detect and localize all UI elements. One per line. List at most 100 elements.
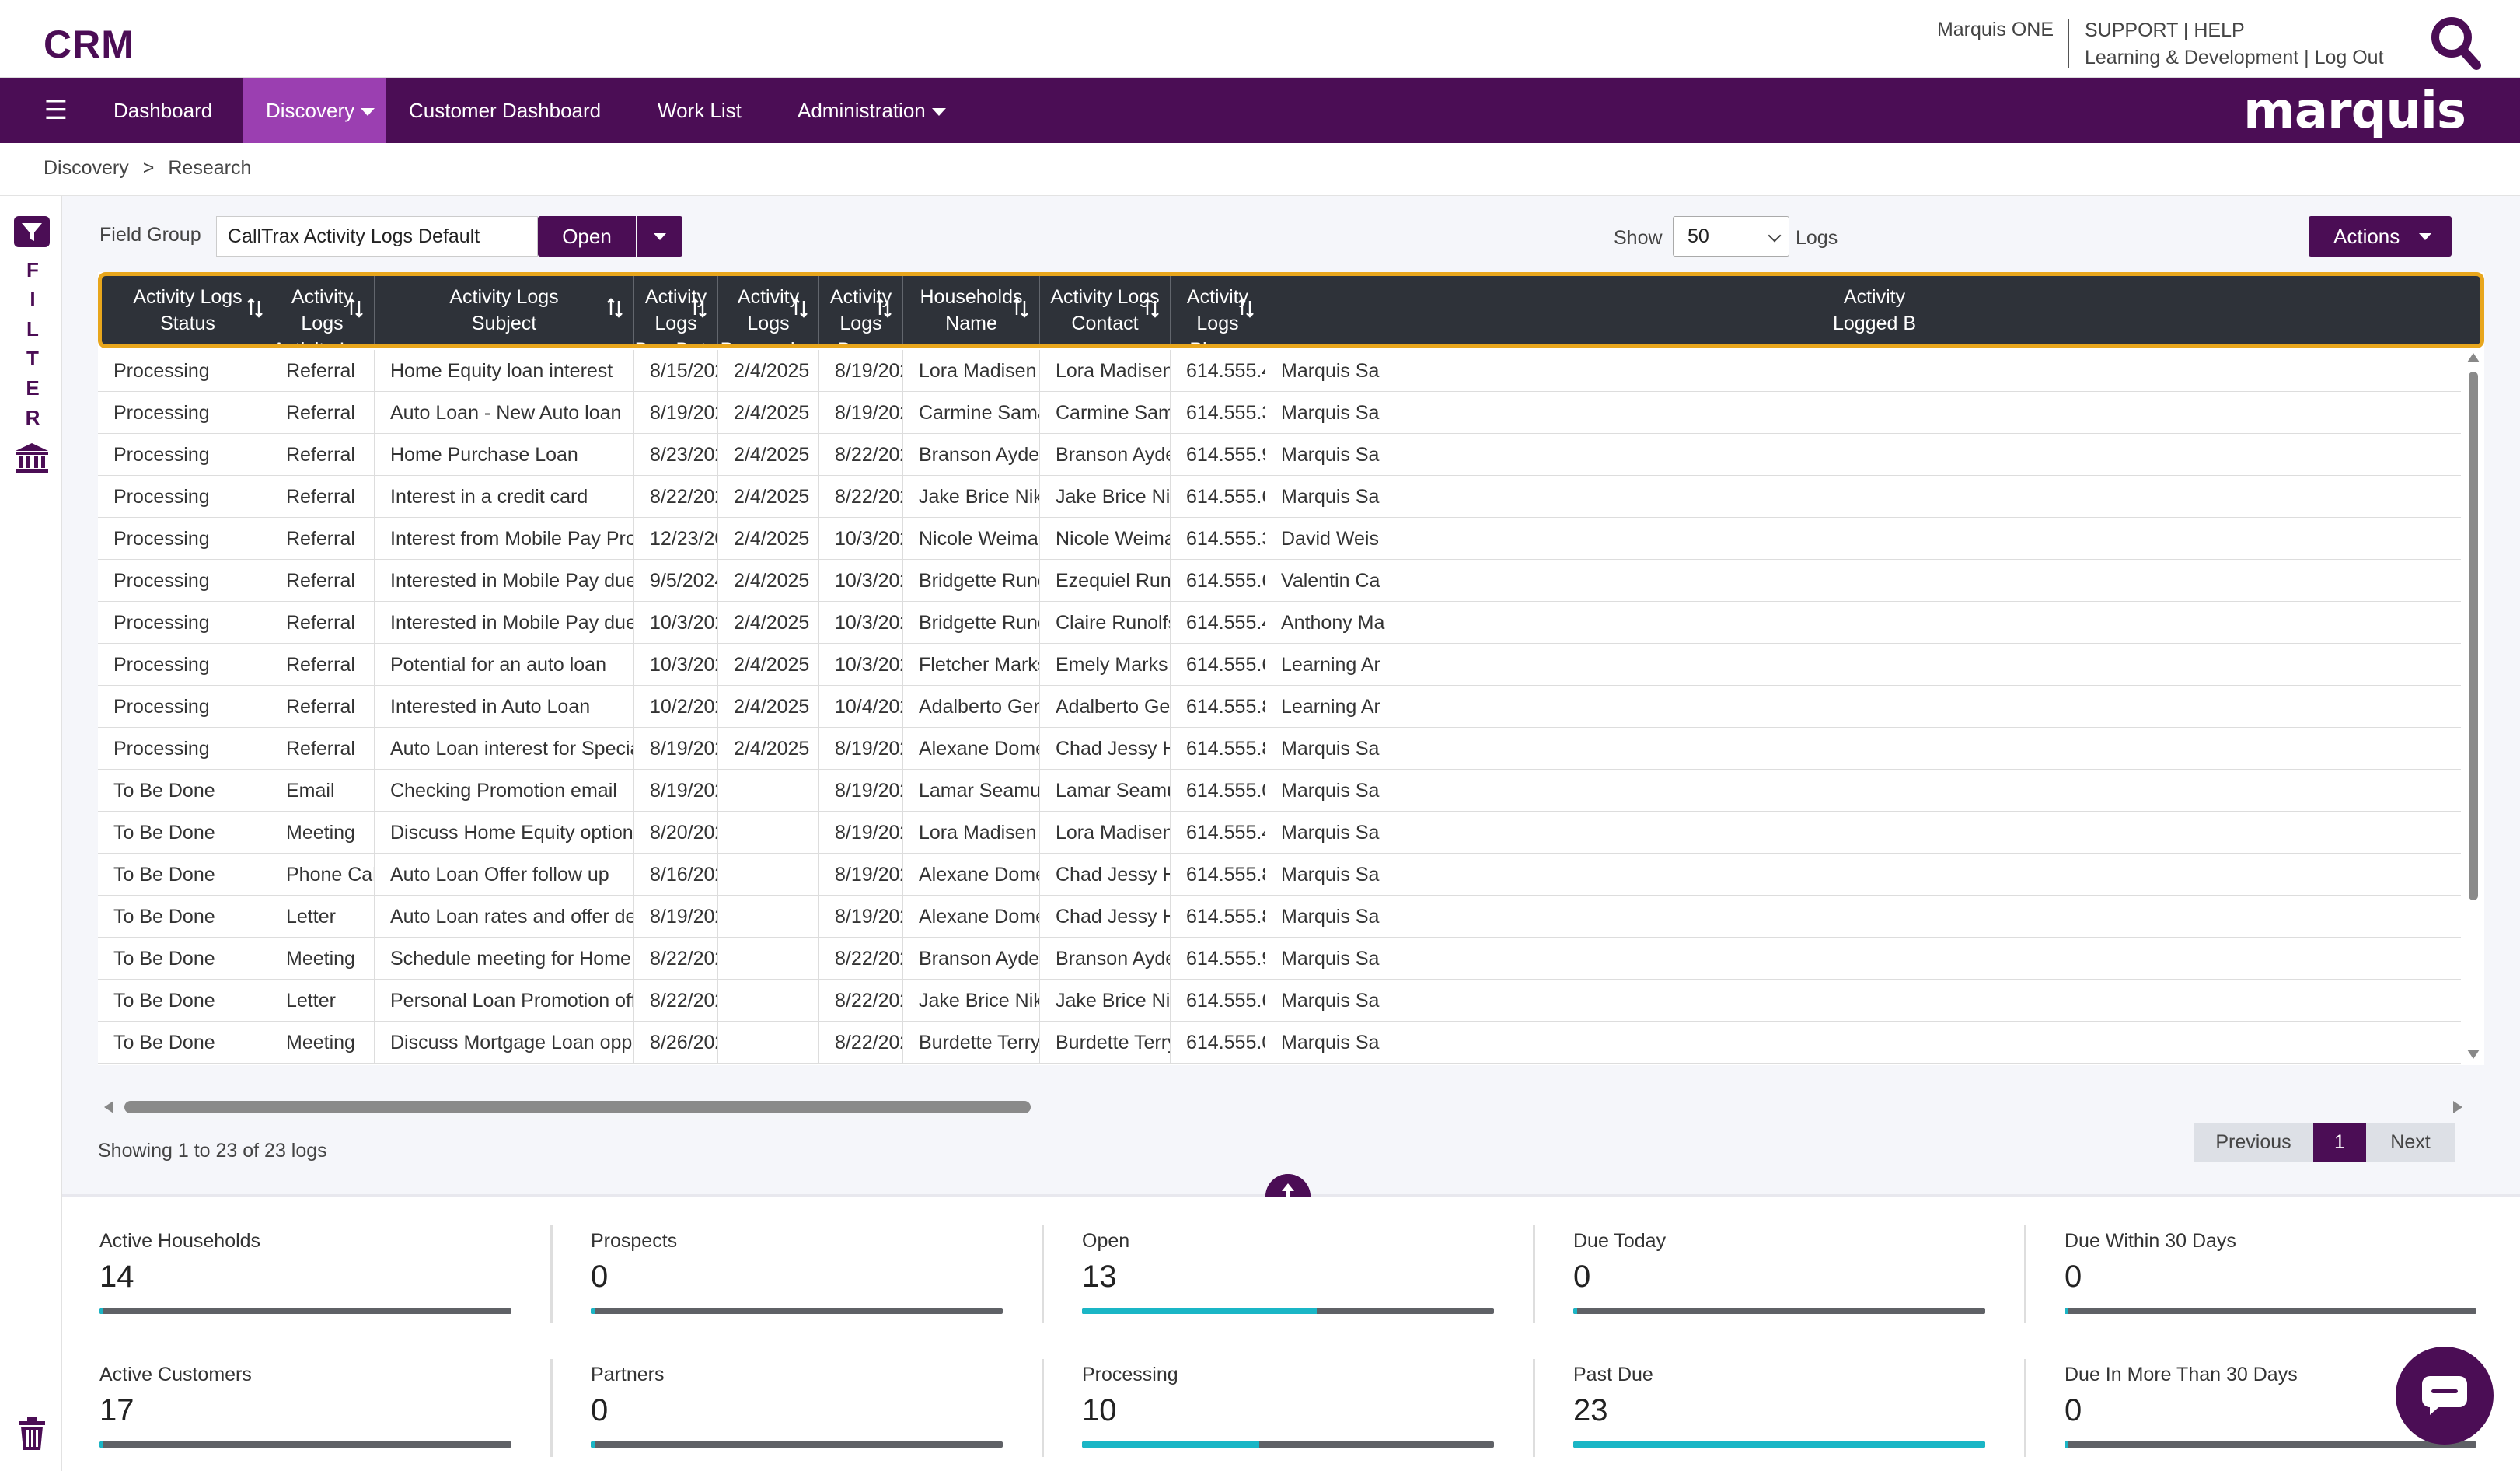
table-row[interactable]: To Be Done Letter Personal Loan Promotion … (98, 980, 2484, 1022)
stat-due-within-30-days[interactable]: Due Within 30 Days 0 (2065, 1202, 2476, 1326)
actions-button[interactable]: Actions (2309, 216, 2452, 257)
stat-past-due[interactable]: Past Due 23 (1573, 1336, 1985, 1460)
table-row[interactable]: Processing Referral Interested in Mobile P… (98, 560, 2484, 602)
cell-subject: Discuss Home Equity options (375, 812, 634, 854)
stat-progress-fill (1082, 1308, 1318, 1314)
stat-active-households[interactable]: Active Households 14 (99, 1202, 511, 1326)
column-header-due-date[interactable]: Activity Logs Due Date (634, 276, 718, 344)
open-dropdown-button[interactable] (637, 216, 682, 257)
page-1-button[interactable]: 1 (2313, 1123, 2366, 1162)
sort-icon[interactable] (1238, 298, 1254, 318)
stat-due-today[interactable]: Due Today 0 (1573, 1202, 1985, 1326)
breadcrumb-discovery[interactable]: Discovery (44, 157, 129, 179)
menu-icon[interactable]: ☰ (44, 96, 68, 125)
cell-due-date: 8/23/2024 (634, 434, 718, 476)
cell-logged-by: Marquis Sa (1265, 434, 2484, 476)
column-header-label: Activity Logs (644, 286, 707, 334)
vertical-scrollbar[interactable] (2461, 350, 2484, 1065)
page-size-select[interactable]: 50 (1673, 216, 1789, 257)
next-button[interactable]: Next (2366, 1123, 2455, 1162)
column-header-logged-by[interactable]: Activity Logged B (1265, 276, 2480, 344)
app-logo[interactable]: CRM (44, 23, 134, 66)
scroll-up-icon[interactable] (2467, 353, 2480, 362)
sort-icon[interactable] (247, 298, 263, 318)
stat-partners[interactable]: Partners 0 (591, 1336, 1003, 1460)
column-header-subject[interactable]: Activity Logs Subject (375, 276, 634, 344)
stat-prospects[interactable]: Prospects 0 (591, 1202, 1003, 1326)
nav-work-list[interactable]: Work List (634, 78, 765, 143)
column-header-household-name[interactable]: Households Name (903, 276, 1040, 344)
stat-open[interactable]: Open 13 (1082, 1202, 1494, 1326)
column-header-status[interactable]: Activity Logs Status (102, 276, 274, 344)
nav-customer-dashboard[interactable]: Customer Dashboard (386, 78, 624, 143)
previous-button[interactable]: Previous (2194, 1123, 2313, 1162)
column-header-activity-log-type[interactable]: Activity Logs Activity Log Type (270, 276, 375, 344)
search-icon[interactable] (2428, 16, 2483, 72)
table-row[interactable]: Processing Referral Interested in Auto Loa… (98, 686, 2484, 728)
table-row[interactable]: To Be Done Meeting Discuss Home Equity opt… (98, 812, 2484, 854)
cell-household-name: Adalberto Gerhold (903, 686, 1040, 728)
scroll-right-icon[interactable] (2453, 1101, 2462, 1113)
column-header-label: Activity Logs (1050, 286, 1160, 308)
table-row[interactable]: Processing Referral Potential for an auto … (98, 644, 2484, 686)
cell-done-date: 8/19/2024 (819, 392, 903, 434)
stat-active-customers[interactable]: Active Customers 17 (99, 1336, 511, 1460)
table-row[interactable]: To Be Done Email Checking Promotion email 8… (98, 770, 2484, 812)
chat-icon[interactable] (2396, 1347, 2494, 1445)
cell-subject: Potential for an auto loan (375, 644, 634, 686)
bank-icon[interactable] (14, 442, 50, 474)
table-row[interactable]: Processing Referral Interest in a credit c… (98, 476, 2484, 518)
summary-stats: Active Households 14 Prospects 0 Open 13 Due T… (62, 1197, 2520, 1471)
table-row[interactable]: Processing Referral Interest from Mobile P… (98, 518, 2484, 560)
table-row[interactable]: Processing Referral Home Equity loan inter… (98, 350, 2484, 392)
table-row[interactable]: Processing Referral Interested in Mobile P… (98, 602, 2484, 644)
nav-dashboard[interactable]: Dashboard (90, 78, 236, 143)
table-row[interactable]: Processing Referral Auto Loan - New Auto l… (98, 392, 2484, 434)
sort-icon[interactable] (876, 298, 892, 318)
table-row[interactable]: To Be Done Meeting Discuss Mortgage Loan o… (98, 1022, 2484, 1064)
filter-label[interactable]: F I L T E R (23, 255, 42, 432)
column-header-processing-date[interactable]: Activity Logs Processing Date (718, 276, 819, 344)
horizontal-scrollbar[interactable] (98, 1098, 2469, 1116)
sort-icon[interactable] (607, 298, 623, 318)
trash-icon[interactable] (17, 1417, 47, 1451)
sort-icon[interactable] (1013, 298, 1028, 318)
table-row[interactable]: Processing Referral Auto Loan interest for… (98, 728, 2484, 770)
learning-link[interactable]: Learning & Development (2085, 47, 2299, 68)
column-header-sublabel: Activity Log Type (270, 337, 374, 344)
table-row[interactable]: To Be Done Phone Call Auto Loan Offer foll… (98, 854, 2484, 896)
table-row[interactable]: To Be Done Letter Auto Loan rates and offe… (98, 896, 2484, 938)
stat-progress-fill (591, 1308, 595, 1314)
cell-logged-by: Learning Ar (1265, 686, 2484, 728)
cell-done-date: 8/22/2024 (819, 980, 903, 1022)
scroll-down-icon[interactable] (2467, 1050, 2480, 1059)
scroll-left-icon[interactable] (104, 1101, 113, 1113)
horizontal-scroll-thumb[interactable] (124, 1101, 1031, 1113)
cell-activity-log-type: Referral (270, 728, 375, 770)
table-row[interactable]: To Be Done Meeting Schedule meeting for Ho… (98, 938, 2484, 980)
sort-icon[interactable] (691, 298, 707, 318)
nav-administration[interactable]: Administration (774, 78, 969, 143)
column-header-done-date[interactable]: Activity Logs Done Date (819, 276, 903, 344)
cell-due-date: 8/20/2024 (634, 812, 718, 854)
stat-processing[interactable]: Processing 10 (1082, 1336, 1494, 1460)
sort-icon[interactable] (792, 298, 808, 318)
nav-discovery[interactable]: Discovery (243, 78, 386, 143)
stat-due-in-more-than-30-days[interactable]: Due In More Than 30 Days 0 (2065, 1336, 2476, 1460)
sort-icon[interactable] (1143, 298, 1159, 318)
cell-phone-number: 614.555.8853 (1171, 686, 1265, 728)
sort-icon[interactable] (347, 298, 363, 318)
column-header-label: Activity Logs (133, 286, 243, 308)
filter-icon[interactable] (14, 216, 50, 247)
field-group-input[interactable]: CallTrax Activity Logs Default (216, 216, 538, 257)
open-button[interactable]: Open (538, 216, 636, 257)
table-row[interactable]: Processing Referral Home Purchase Loan 8/23… (98, 434, 2484, 476)
column-header-contact[interactable]: Activity Logs Contact (1040, 276, 1171, 344)
column-header-phone-number[interactable]: Activity Logs Phone Number (1171, 276, 1265, 344)
vertical-scroll-thumb[interactable] (2469, 372, 2478, 900)
header-divider (2068, 19, 2069, 68)
support-link[interactable]: SUPPORT (2085, 19, 2178, 41)
help-link[interactable]: HELP (2194, 19, 2245, 41)
cell-household-name: Alexane Domenica Goyette (903, 728, 1040, 770)
logout-link[interactable]: Log Out (2314, 47, 2384, 68)
